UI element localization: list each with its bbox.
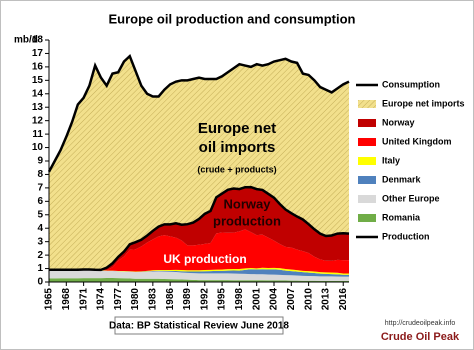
y-tick-label: 9	[37, 156, 43, 167]
area	[49, 270, 349, 281]
legend-label: Europe net imports	[382, 98, 465, 108]
x-tick-label: 1980	[130, 288, 141, 311]
legend: Consumption Europe net imports Norway Unite…	[356, 79, 465, 241]
annotation: Europe net	[198, 120, 276, 137]
x-tick-label: 2013	[321, 288, 332, 311]
x-tick-label: 1998	[234, 288, 245, 311]
line	[49, 185, 350, 272]
legend-swatch	[358, 119, 376, 127]
y-axis-label: mb/d	[14, 35, 38, 46]
x-tick-label: 2016	[338, 288, 349, 311]
x-tick-label: 1968	[61, 288, 72, 311]
chart-title: Europe oil production and consumption	[109, 11, 356, 26]
y-tick-label: 5	[37, 209, 43, 220]
x-tick-label: 2010	[303, 288, 314, 311]
legend-label: Denmark	[382, 174, 422, 184]
legend-label: Romania	[382, 212, 421, 222]
legend-label: Norway	[382, 117, 415, 127]
legend-label: Production	[382, 231, 430, 241]
annotation: Norway	[224, 196, 272, 211]
x-tick-label: 1986	[165, 288, 176, 311]
y-tick-label: 6	[37, 196, 43, 207]
y-tick-label: 17	[32, 48, 44, 59]
x-tick-label: 1977	[113, 288, 124, 311]
x-tick-label: 1971	[78, 288, 89, 311]
x-tick-label: 1989	[182, 288, 193, 311]
legend-swatch	[358, 214, 376, 222]
legend-swatch	[358, 157, 376, 165]
area	[49, 267, 349, 275]
x-tick-label: 2007	[286, 288, 297, 311]
y-tick-label: 11	[32, 129, 43, 140]
legend-swatch	[358, 176, 376, 184]
x-tick-label: 1965	[44, 288, 55, 311]
x-tick-label: 1983	[147, 288, 158, 311]
y-tick-label: 3	[37, 236, 43, 247]
annotation: UK production	[163, 252, 246, 266]
y-tick-label: 18	[32, 35, 44, 46]
x-tick-label: 1995	[217, 288, 228, 311]
source-box	[114, 316, 284, 335]
area	[49, 56, 349, 270]
y-tick-label: 4	[37, 223, 43, 234]
area	[49, 187, 349, 271]
y-tick-label: 0	[37, 277, 43, 288]
y-tick-label: 8	[37, 169, 43, 180]
y-tick-label: 2	[37, 250, 43, 261]
y-tick-label: 14	[32, 88, 44, 99]
legend-swatch	[358, 195, 376, 203]
source: Data: BP Statistical Review June 2018	[109, 321, 289, 332]
legend-label: Italy	[382, 155, 400, 165]
annotation: (crude + products)	[197, 164, 276, 174]
legend-label: Consumption	[382, 79, 440, 89]
area	[49, 277, 349, 282]
y-tick-label: 1	[37, 263, 43, 274]
x-tick-label: 1974	[96, 288, 107, 311]
y-tick-label: 16	[32, 62, 44, 73]
annotation: production	[213, 213, 281, 228]
legend-label: Other Europe	[382, 193, 440, 203]
x-tick-label: 2004	[269, 288, 280, 311]
annotation: oil imports	[199, 139, 276, 156]
legend-swatch	[358, 100, 376, 108]
x-tick-label: 2001	[251, 288, 262, 311]
legend-swatch	[358, 138, 376, 146]
legend-label: United Kingdom	[382, 136, 452, 146]
y-tick-label: 12	[32, 115, 44, 126]
y-tick-label: 10	[32, 142, 44, 153]
line	[47, 53, 350, 173]
logo-name: Crude Oil Peak	[381, 331, 460, 343]
area	[49, 269, 349, 277]
y-tick-label: 15	[32, 75, 44, 86]
x-tick-label: 1992	[199, 288, 210, 311]
y-tick-label: 13	[32, 102, 44, 113]
logo-url: http://crudeoilpeak.info	[385, 320, 456, 327]
area	[49, 229, 349, 274]
y-tick-label: 7	[37, 183, 43, 194]
